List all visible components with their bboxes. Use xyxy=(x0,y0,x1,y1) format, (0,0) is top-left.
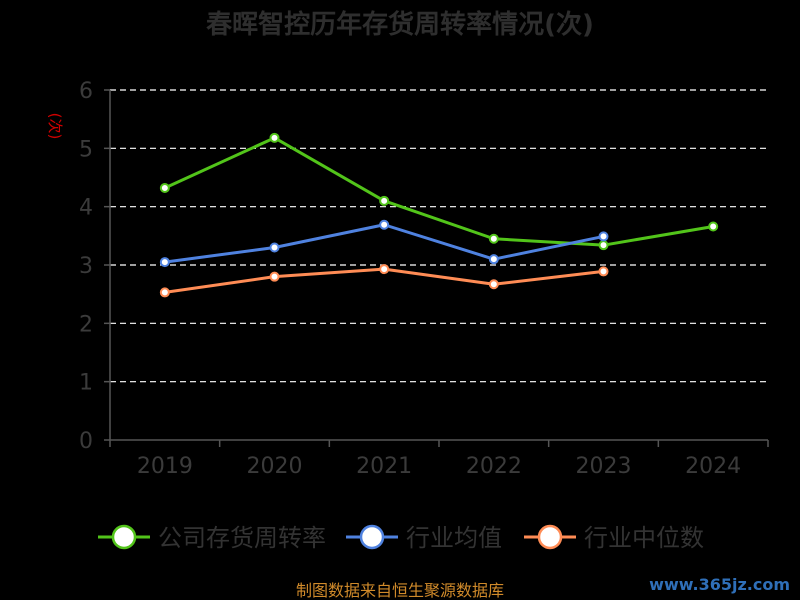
x-tick-label: 2020 xyxy=(247,454,303,479)
data-point xyxy=(488,279,499,290)
data-point xyxy=(379,195,390,206)
grid-lines xyxy=(110,89,768,383)
legend-marker xyxy=(537,524,563,550)
x-tick-labels: 2019 2020 2021 2022 2023 2024 xyxy=(137,454,741,479)
data-point xyxy=(488,254,499,265)
data-point xyxy=(159,183,170,193)
data-point xyxy=(598,266,609,277)
data-point xyxy=(598,231,609,242)
data-point xyxy=(379,219,390,230)
legend-label: 公司存货周转率 xyxy=(158,524,326,552)
data-point xyxy=(159,257,170,268)
data-point xyxy=(488,233,499,244)
legend: 公司存货周转率 行业均值 行业中位数 xyxy=(98,524,704,552)
y-tick-label: 6 xyxy=(79,79,93,104)
data-point xyxy=(598,240,609,251)
series-group xyxy=(159,132,719,298)
legend-label: 行业中位数 xyxy=(584,524,704,552)
x-tick-label: 2019 xyxy=(137,454,193,479)
x-tick-label: 2023 xyxy=(576,454,632,479)
axes xyxy=(104,89,769,447)
y-axis-label: (次) xyxy=(46,113,64,140)
data-point xyxy=(269,271,280,282)
y-tick-label: 5 xyxy=(79,137,93,162)
x-tick-label: 2024 xyxy=(685,454,741,479)
watermark: www.365jz.com xyxy=(649,575,790,594)
data-source-note: 制图数据来自恒生聚源数据库 xyxy=(296,581,504,600)
y-tick-labels: 0 1 2 3 4 5 6 xyxy=(79,79,93,454)
data-point xyxy=(159,287,170,298)
series-line xyxy=(164,136,714,247)
y-tick-label: 2 xyxy=(79,312,93,337)
data-point xyxy=(269,132,280,143)
legend-marker xyxy=(359,524,385,550)
data-point xyxy=(708,221,719,232)
y-tick-label: 3 xyxy=(79,254,93,279)
y-tick-label: 1 xyxy=(79,371,93,396)
y-tick-label: 0 xyxy=(79,429,93,454)
series-line xyxy=(164,223,604,264)
data-point xyxy=(269,242,280,253)
legend-marker xyxy=(111,524,137,550)
chart-title: 春晖智控历年存货周转率情况(次) xyxy=(206,9,594,40)
legend-label: 行业均值 xyxy=(406,524,502,552)
data-point xyxy=(379,264,390,275)
x-tick-label: 2021 xyxy=(356,454,412,479)
x-tick-label: 2022 xyxy=(466,454,522,479)
y-tick-label: 4 xyxy=(79,196,93,221)
